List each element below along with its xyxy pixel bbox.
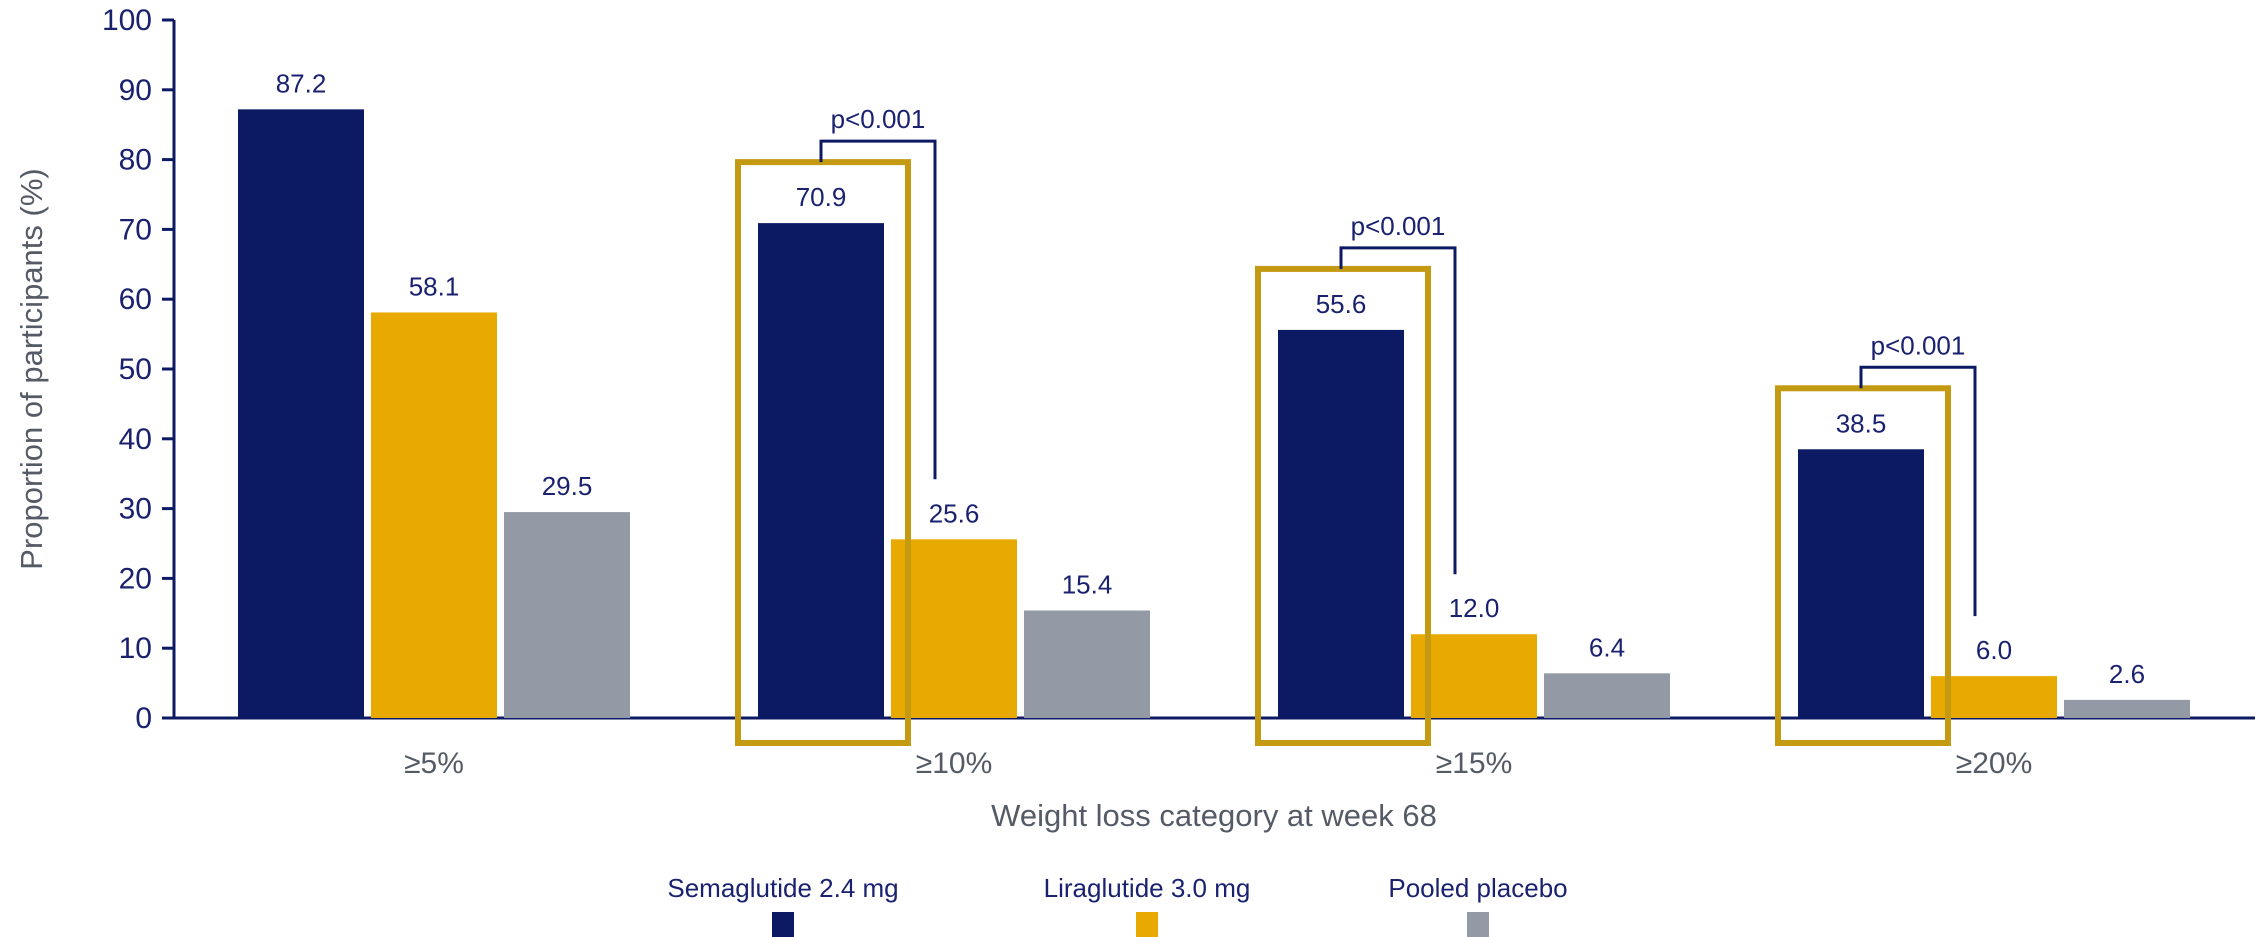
- bar-2-0: [504, 512, 630, 718]
- data-label: 15.4: [1062, 570, 1113, 600]
- data-label: 6.4: [1589, 632, 1625, 662]
- data-label: 87.2: [276, 68, 327, 98]
- bar-2-3: [2064, 699, 2190, 718]
- x-axis-title: Weight loss category at week 68: [991, 798, 1437, 833]
- y-tick-label: 100: [102, 4, 152, 37]
- y-tick-label: 40: [119, 423, 152, 456]
- x-tick-label: ≥20%: [1956, 747, 2033, 780]
- legend-label: Liraglutide 3.0 mg: [1044, 873, 1251, 903]
- p-value-bracket: [1339, 246, 1457, 575]
- data-label: 38.5: [1836, 408, 1887, 438]
- bar-1-1: [891, 539, 1017, 718]
- legend-swatch: [1467, 912, 1489, 937]
- bar-0-2: [1278, 329, 1404, 718]
- bar-0-1: [758, 223, 884, 719]
- x-tick-label: ≥5%: [404, 747, 464, 780]
- bar-2-1: [1024, 610, 1150, 718]
- data-label: 6.0: [1976, 635, 2012, 665]
- data-label: 29.5: [542, 471, 593, 501]
- y-tick-label: 70: [119, 213, 152, 246]
- bar-2-2: [1544, 673, 1670, 718]
- p-value-bracket: [819, 139, 937, 480]
- y-axis-title: Proportion of participants (%): [14, 168, 49, 569]
- highlight-box: [1775, 385, 1951, 746]
- bar-1-2: [1411, 634, 1537, 718]
- bar-1-0: [371, 312, 497, 718]
- legend-label: Semaglutide 2.4 mg: [667, 873, 898, 903]
- p-value-label: p<0.001: [831, 104, 926, 134]
- legend-label: Pooled placebo: [1388, 873, 1567, 903]
- data-label: 58.1: [409, 271, 460, 301]
- bar-1-3: [1931, 676, 2057, 718]
- y-tick-label: 90: [119, 74, 152, 107]
- data-label: 55.6: [1316, 289, 1367, 319]
- bar-0-3: [1798, 449, 1924, 718]
- y-tick-label: 20: [119, 562, 152, 595]
- data-label: 70.9: [796, 182, 847, 212]
- y-tick-label: 10: [119, 632, 152, 665]
- p-value-label: p<0.001: [1351, 211, 1446, 241]
- data-label: 2.6: [2109, 659, 2145, 689]
- data-label: 12.0: [1449, 593, 1500, 623]
- data-label: 25.6: [929, 498, 980, 528]
- p-value-label: p<0.001: [1871, 330, 1966, 360]
- p-value-bracket: [1859, 365, 1977, 617]
- legend-swatch: [772, 912, 794, 937]
- highlight-box: [735, 159, 911, 747]
- x-tick-label: ≥10%: [916, 747, 993, 780]
- y-tick-label: 30: [119, 493, 152, 526]
- y-tick-label: 0: [135, 702, 152, 735]
- x-tick-label: ≥15%: [1436, 747, 1513, 780]
- bar-0-0: [238, 109, 364, 719]
- y-tick-label: 60: [119, 283, 152, 316]
- highlight-box: [1255, 265, 1431, 746]
- legend-swatch: [1136, 912, 1158, 937]
- y-tick-label: 50: [119, 353, 152, 386]
- y-tick-label: 80: [119, 144, 152, 177]
